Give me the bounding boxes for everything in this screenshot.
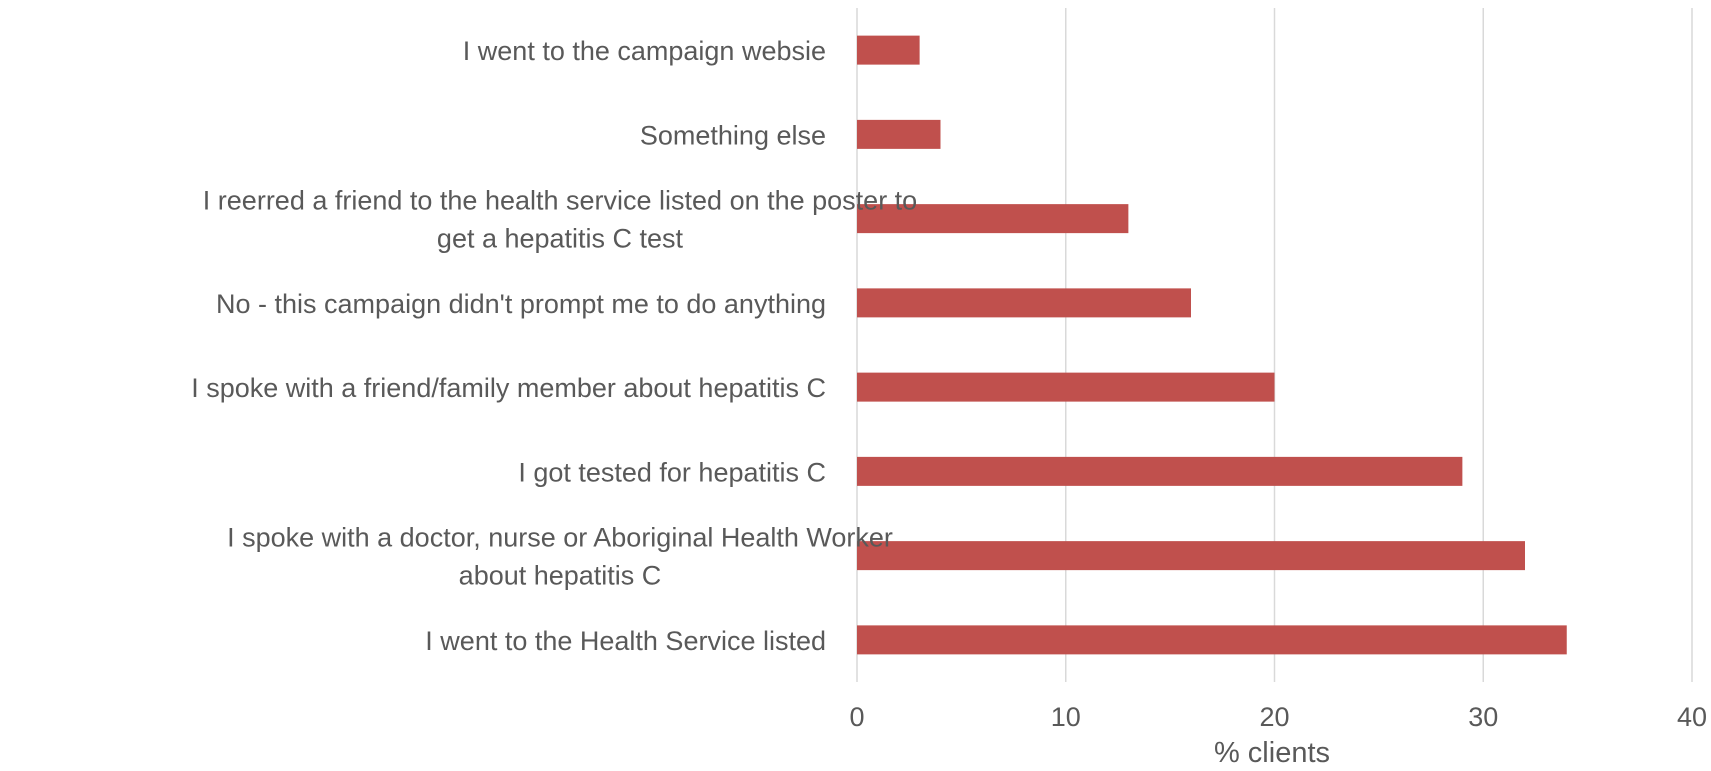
bar-4: [857, 372, 1275, 402]
bar-7: [857, 625, 1567, 655]
x-tick-label-20: 20: [1259, 702, 1289, 732]
x-tick-label-30: 30: [1468, 702, 1498, 732]
category-label-5: I got tested for hepatitis C: [518, 457, 826, 487]
x-tick-labels: 0 10 20 30 40: [849, 702, 1707, 732]
bar-5: [857, 456, 1463, 486]
x-axis-title: % clients: [1214, 737, 1330, 766]
bar-0: [857, 35, 920, 65]
category-label-line: get a hepatitis C test: [437, 224, 684, 254]
category-label-1: Something else: [640, 120, 826, 150]
category-label-line: I spoke with a friend/family member abou…: [191, 373, 826, 403]
category-label-line: I went to the Health Service listed: [425, 626, 826, 656]
category-label-line: I spoke with a doctor, nurse or Aborigin…: [227, 523, 893, 553]
x-tick-label-40: 40: [1677, 702, 1707, 732]
bar-1: [857, 119, 941, 149]
category-label-7: I went to the Health Service listed: [425, 626, 826, 656]
category-label-6: I spoke with a doctor, nurse or Aborigin…: [227, 523, 893, 591]
category-label-line: Something else: [640, 120, 826, 150]
category-label-line: I got tested for hepatitis C: [518, 457, 826, 487]
category-label-line: I reerred a friend to the health service…: [203, 186, 917, 216]
bars: [857, 35, 1567, 655]
category-label-line: No - this campaign didn't prompt me to d…: [216, 289, 826, 319]
gridlines: [856, 8, 1693, 682]
category-label-2: I reerred a friend to the health service…: [203, 186, 917, 254]
category-labels: I went to the campaign websie Something e…: [191, 36, 917, 656]
bar-3: [857, 288, 1191, 318]
bar-2: [857, 204, 1129, 234]
x-tick-label-0: 0: [849, 702, 864, 732]
bar-6: [857, 541, 1525, 571]
category-label-3: No - this campaign didn't prompt me to d…: [216, 289, 826, 319]
x-tick-label-10: 10: [1051, 702, 1081, 732]
category-label-4: I spoke with a friend/family member abou…: [191, 373, 826, 403]
category-label-line: I went to the campaign websie: [463, 36, 826, 66]
category-label-line: about hepatitis C: [459, 561, 662, 591]
category-label-0: I went to the campaign websie: [463, 36, 826, 66]
